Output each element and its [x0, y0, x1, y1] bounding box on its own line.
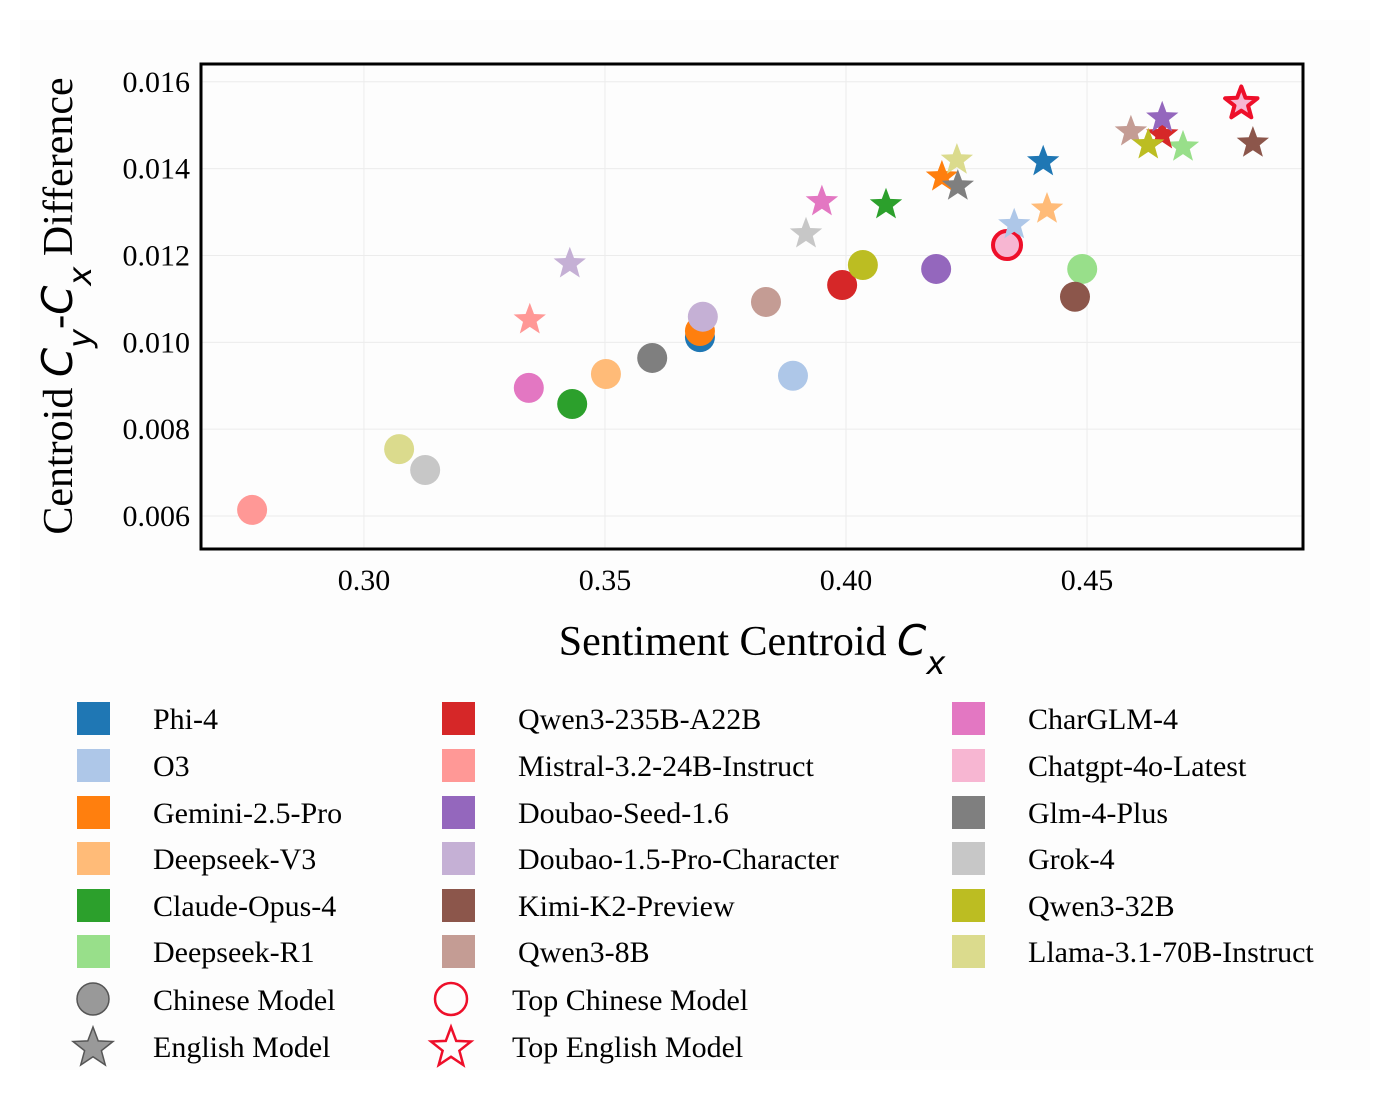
y-tick-label: 0.016: [123, 66, 191, 99]
english-point-doubao-1-5-pro-character: [553, 246, 586, 278]
english-point-mistral-3-2-24b-instruct: [513, 302, 546, 334]
english-point-charglm-4: [805, 184, 839, 216]
english-point-qwen3-32b: [1132, 127, 1165, 159]
legend-swatch: [77, 702, 110, 735]
legend-label: Deepseek-R1: [153, 936, 315, 969]
x-tick-label: 0.30: [338, 564, 391, 597]
legend-swatch: [952, 935, 985, 968]
legend-marker-label: Chinese Model: [153, 984, 335, 1017]
legend-label: CharGLM-4: [1028, 703, 1178, 736]
chinese-point-glm-4-plus: [637, 342, 668, 373]
legend-label: Deepseek-V3: [153, 843, 316, 876]
english-point-phi-4: [1027, 144, 1060, 176]
star-outline-icon: [427, 1023, 475, 1068]
circle-outline-icon: [433, 981, 469, 1017]
legend-label: Qwen3-235B-A22B: [518, 703, 761, 736]
y-tick-label: 0.014: [123, 153, 191, 186]
legend-swatch: [442, 702, 475, 735]
circle-marker-icon: [76, 982, 110, 1016]
chinese-point-grok-4: [410, 454, 441, 485]
legend-label: Glm-4-Plus: [1028, 797, 1168, 830]
y-tick-label: 0.010: [123, 326, 191, 359]
english-point-chatgpt-4o-latest: [1223, 84, 1260, 120]
y-tick-label: 0.008: [123, 413, 191, 446]
legend-swatch: [442, 889, 475, 922]
legend-swatch: [77, 889, 110, 922]
chinese-point-llama-3-1-70b-instruct: [384, 434, 415, 465]
data-points: [237, 84, 1269, 525]
legend-swatch: [442, 842, 475, 875]
y-tick-label: 0.006: [123, 500, 191, 533]
english-point-deepseek-v3: [1030, 192, 1064, 223]
tick-labels: 0.30 0.35 0.40 0.45 0.006 0.008 0.010 0.012 0.01…: [123, 66, 1114, 597]
chinese-point-doubao-1-5-pro-character: [687, 301, 718, 332]
english-point-claude-opus-4: [869, 187, 903, 219]
y-tick-label: 0.012: [123, 239, 191, 272]
english-point-grok-4: [789, 216, 823, 248]
legend-label: Kimi-K2-Preview: [518, 890, 735, 923]
chinese-point-deepseek-v3: [590, 359, 621, 390]
legend-label: Phi-4: [153, 703, 218, 736]
legend-label: Grok-4: [1028, 843, 1115, 876]
chinese-point-mistral-3-2-24b-instruct: [237, 494, 268, 525]
legend-swatch: [952, 796, 985, 829]
english-point-qwen3-8b: [1114, 114, 1148, 146]
legend-swatch: [952, 889, 985, 922]
chinese-point-claude-opus-4: [557, 388, 588, 419]
star-marker-icon: [70, 1024, 116, 1067]
legend-label: Claude-Opus-4: [153, 890, 336, 923]
legend-label: Mistral-3.2-24B-Instruct: [518, 750, 814, 783]
x-axis-label: Sentiment Centroid Cx: [559, 616, 947, 682]
chinese-point-qwen3-235b-a22b: [827, 270, 858, 301]
legend-swatch: [77, 749, 110, 782]
chinese-point-doubao-seed-1-6: [921, 253, 952, 284]
chinese-point-deepseek-r1: [1067, 253, 1098, 284]
legend-label: Gemini-2.5-Pro: [153, 797, 342, 830]
legend-label: Qwen3-32B: [1028, 890, 1175, 923]
chinese-point-o3: [777, 360, 808, 391]
legend-marker-label: Top Chinese Model: [512, 984, 748, 1017]
legend-swatch: [442, 796, 475, 829]
legend: Phi-4 O3 Gemini-2.5-Pro Deepseek-V3 Claude-O…: [70, 702, 1314, 1068]
legend-swatch: [77, 796, 110, 829]
legend-swatch: [952, 702, 985, 735]
legend-swatch: [442, 749, 475, 782]
chinese-point-kimi-k2-preview: [1059, 281, 1090, 312]
legend-label: Doubao-1.5-Pro-Character: [518, 843, 839, 876]
english-point-gemini-2-5-pro: [925, 159, 959, 191]
legend-swatch: [952, 749, 985, 782]
x-tick-label: 0.40: [820, 564, 873, 597]
legend-marker-label: English Model: [153, 1031, 331, 1064]
english-point-kimi-k2-preview: [1236, 126, 1269, 157]
english-point-glm-4-plus: [941, 169, 974, 200]
legend-swatch: [77, 935, 110, 968]
legend-label: Doubao-Seed-1.6: [518, 797, 729, 830]
plot-frame: [199, 62, 1305, 551]
legend-marker-label: Top English Model: [512, 1031, 743, 1064]
english-point-llama-3-1-70b-instruct: [940, 143, 973, 174]
grid: [201, 64, 1303, 549]
legend-label: Qwen3-8B: [518, 936, 650, 969]
x-tick-label: 0.35: [579, 564, 632, 597]
figure-background: [20, 20, 1370, 1070]
legend-label: Chatgpt-4o-Latest: [1028, 750, 1247, 783]
chinese-point-qwen3-8b: [750, 286, 781, 317]
legend-label: Llama-3.1-70B-Instruct: [1028, 936, 1314, 969]
legend-swatch: [442, 935, 475, 968]
legend-swatch: [77, 842, 110, 875]
y-axis-label: Centroid Cy-Cx Difference: [33, 77, 99, 534]
legend-swatch: [952, 842, 985, 875]
english-point-o3: [998, 207, 1031, 239]
legend-label: O3: [153, 750, 190, 783]
english-point-deepseek-r1: [1166, 129, 1200, 161]
chinese-point-qwen3-32b: [847, 250, 878, 281]
x-tick-label: 0.45: [1061, 564, 1114, 597]
chinese-point-charglm-4: [513, 372, 544, 403]
english-point-doubao-seed-1-6: [1146, 100, 1179, 132]
english-point-qwen3-235b-a22b: [1146, 117, 1179, 149]
